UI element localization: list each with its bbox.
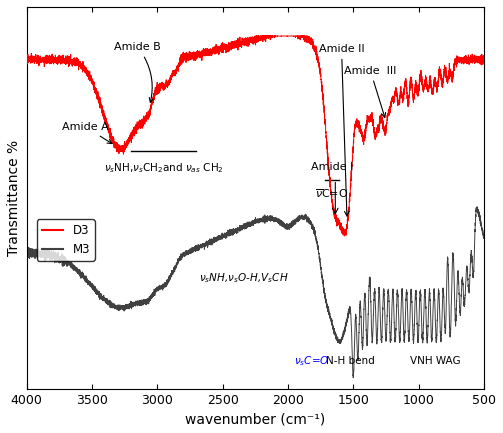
Legend: D3, M3: D3, M3	[37, 219, 95, 261]
Text: Amide B: Amide B	[114, 42, 161, 102]
Text: Amide A: Amide A	[62, 122, 112, 144]
Text: $\overline{\nu}$C=O: $\overline{\nu}$C=O	[315, 187, 349, 200]
Text: Amide I: Amide I	[310, 162, 353, 172]
Text: $\nu_s$NH,$\nu_s$CH$_2$and $\nu_{as}$ CH$_2$: $\nu_s$NH,$\nu_s$CH$_2$and $\nu_{as}$ CH…	[104, 162, 224, 175]
Text: VNH WAG: VNH WAG	[410, 356, 461, 366]
Text: $\nu_s$C=O: $\nu_s$C=O	[294, 355, 329, 368]
Text: Amide  III: Amide III	[344, 65, 396, 117]
X-axis label: wavenumber (cm⁻¹): wavenumber (cm⁻¹)	[185, 412, 325, 426]
Y-axis label: Transmittance %: Transmittance %	[7, 140, 21, 256]
Text: N-H bend: N-H bend	[326, 356, 375, 366]
Text: Amide II: Amide II	[319, 44, 364, 216]
Text: $\nu_s$NH,$\nu_s$O-H,$V_s$CH: $\nu_s$NH,$\nu_s$O-H,$V_s$CH	[199, 271, 289, 284]
